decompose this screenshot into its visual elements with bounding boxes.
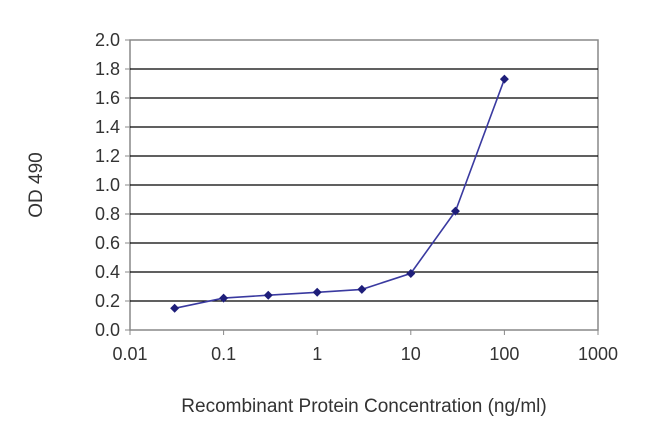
y-tick-label: 0.8	[95, 204, 120, 224]
data-point	[406, 268, 416, 278]
y-tick-label: 0.2	[95, 291, 120, 311]
x-tick-label: 0.1	[211, 344, 236, 364]
data-point	[170, 303, 180, 313]
data-point	[357, 284, 367, 294]
y-tick-label: 1.2	[95, 146, 120, 166]
x-tick-label: 100	[489, 344, 519, 364]
x-axis-title: Recombinant Protein Concentration (ng/ml…	[181, 396, 546, 417]
x-tick-label: 10	[401, 344, 421, 364]
y-tick-label: 1.6	[95, 88, 120, 108]
data-point	[499, 74, 509, 84]
y-tick-label: 1.8	[95, 59, 120, 79]
x-axis-ticks: 0.01 0.1 1 10 100 1000	[112, 330, 618, 364]
series-group	[170, 74, 509, 313]
x-tick-label: 0.01	[112, 344, 147, 364]
data-point	[219, 293, 229, 303]
x-tick-label: 1	[312, 344, 322, 364]
y-axis-title: OD 490	[26, 152, 47, 217]
y-tick-label: 0.4	[95, 262, 120, 282]
y-tick-label: 1.0	[95, 175, 120, 195]
y-axis-ticks: 0.0 0.2 0.4 0.6 0.8 1.0 1.2 1.4 1.6 1.8 2.0	[95, 30, 130, 340]
data-point	[312, 287, 322, 297]
data-point	[263, 290, 273, 300]
y-tick-label: 0.0	[95, 320, 120, 340]
data-point	[450, 206, 460, 216]
x-tick-label: 1000	[578, 344, 618, 364]
y-tick-label: 2.0	[95, 30, 120, 50]
series-line	[174, 78, 506, 310]
y-tick-label: 0.6	[95, 233, 120, 253]
y-tick-label: 1.4	[95, 117, 120, 137]
